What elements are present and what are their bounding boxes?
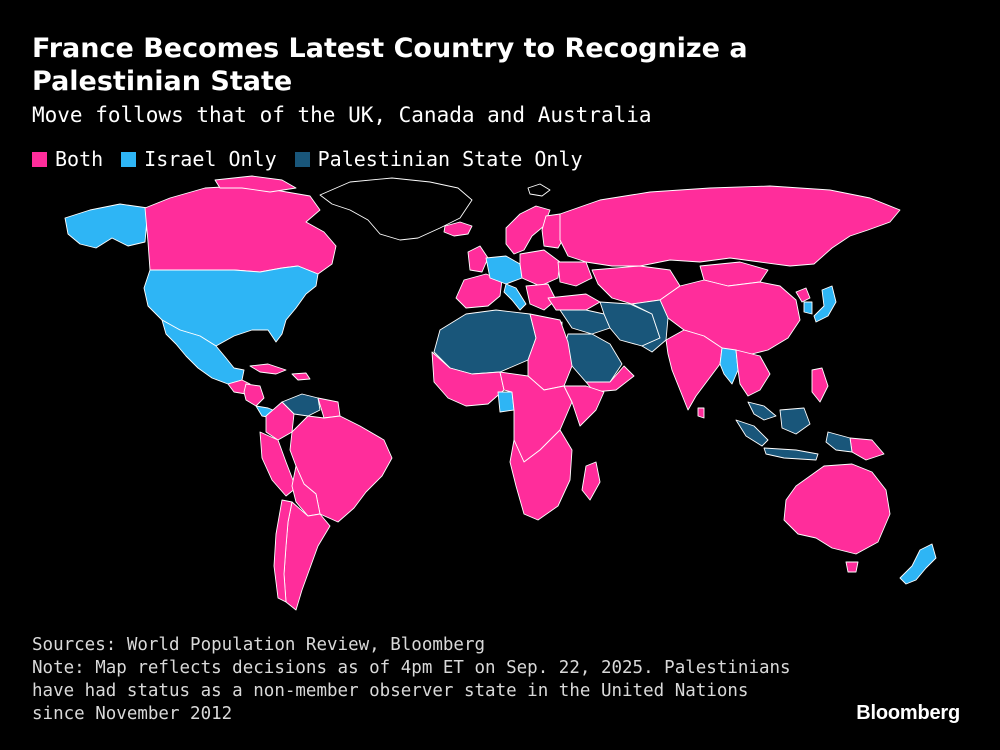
alaska xyxy=(64,203,149,249)
greenland xyxy=(319,177,473,241)
tasmania xyxy=(845,561,859,573)
west-africa xyxy=(431,351,505,407)
canada xyxy=(144,185,337,275)
legend-swatch-both xyxy=(32,151,47,167)
south-korea xyxy=(803,301,813,315)
syria-iraq xyxy=(559,309,611,335)
indonesia-sumatra xyxy=(735,419,769,447)
legend-item-palestinian-only: Palestinian State Only xyxy=(294,146,583,172)
ukraine-belarus xyxy=(557,261,593,287)
iceland xyxy=(443,221,473,237)
world-map xyxy=(20,170,980,620)
legend-label-israel-only: Israel Only xyxy=(144,147,277,171)
malaysia xyxy=(747,401,777,421)
chart-title: France Becomes Latest Country to Recogni… xyxy=(32,33,748,97)
legend-label-palestinian-only: Palestinian State Only xyxy=(317,147,583,171)
myanmar xyxy=(719,347,739,385)
ecuador-peru xyxy=(259,431,297,497)
cameroon-israel-only xyxy=(497,391,515,413)
legend-swatch-israel-only xyxy=(121,151,137,167)
cuba xyxy=(249,363,287,375)
france-spain-portugal xyxy=(455,273,503,309)
legend-label-both: Both xyxy=(55,147,104,171)
chart-subtitle: Move follows that of the UK, Canada and … xyxy=(32,103,652,127)
note-line-1: Note: Map reflects decisions as of 4pm E… xyxy=(32,658,791,678)
japan xyxy=(813,285,837,323)
balkans-greece xyxy=(525,283,557,311)
turkey xyxy=(547,293,601,311)
argentina xyxy=(283,501,331,611)
italy xyxy=(503,283,527,311)
note-line-2: have had status as a non-member observer… xyxy=(32,681,749,701)
world-map-svg xyxy=(64,175,937,611)
sri-lanka xyxy=(697,407,705,419)
north-africa-west xyxy=(433,309,537,375)
guyanas xyxy=(317,397,341,419)
legend: Both Israel Only Palestinian State Only xyxy=(32,146,601,172)
egypt-libya-sudan xyxy=(527,313,573,391)
indonesia-java xyxy=(763,447,819,461)
uk-ireland xyxy=(467,245,489,273)
afghanistan-pakistan xyxy=(631,299,669,353)
chile xyxy=(273,499,293,603)
canada-arctic-islands xyxy=(214,175,297,193)
note-line-3: since November 2012 xyxy=(32,704,233,724)
svalbard xyxy=(527,183,551,197)
saudi-arabia xyxy=(563,333,623,383)
legend-item-israel-only: Israel Only xyxy=(121,146,277,172)
russia xyxy=(559,185,901,267)
footer-notes: Sources: World Population Review, Bloomb… xyxy=(32,634,792,726)
norway-sweden xyxy=(505,205,551,255)
papua-new-guinea xyxy=(849,437,885,461)
sources-text: Sources: World Population Review, Bloomb… xyxy=(32,635,486,655)
hispaniola xyxy=(291,372,311,381)
north-korea xyxy=(795,287,811,303)
india xyxy=(665,329,723,411)
bloomberg-logo: Bloomberg xyxy=(856,702,960,724)
honduras-nicaragua xyxy=(243,383,265,407)
new-zealand xyxy=(899,543,937,585)
australia xyxy=(783,463,891,555)
madagascar xyxy=(581,461,601,501)
legend-item-both: Both xyxy=(32,146,103,172)
poland-eastern-europe xyxy=(519,249,561,287)
horn-of-africa xyxy=(563,385,605,427)
southern-africa xyxy=(509,429,573,521)
legend-swatch-palestinian-only xyxy=(294,151,310,167)
indonesia-borneo xyxy=(779,407,811,435)
thailand-indochina xyxy=(735,349,771,397)
philippines xyxy=(811,367,829,403)
papua-indonesia xyxy=(825,431,853,453)
